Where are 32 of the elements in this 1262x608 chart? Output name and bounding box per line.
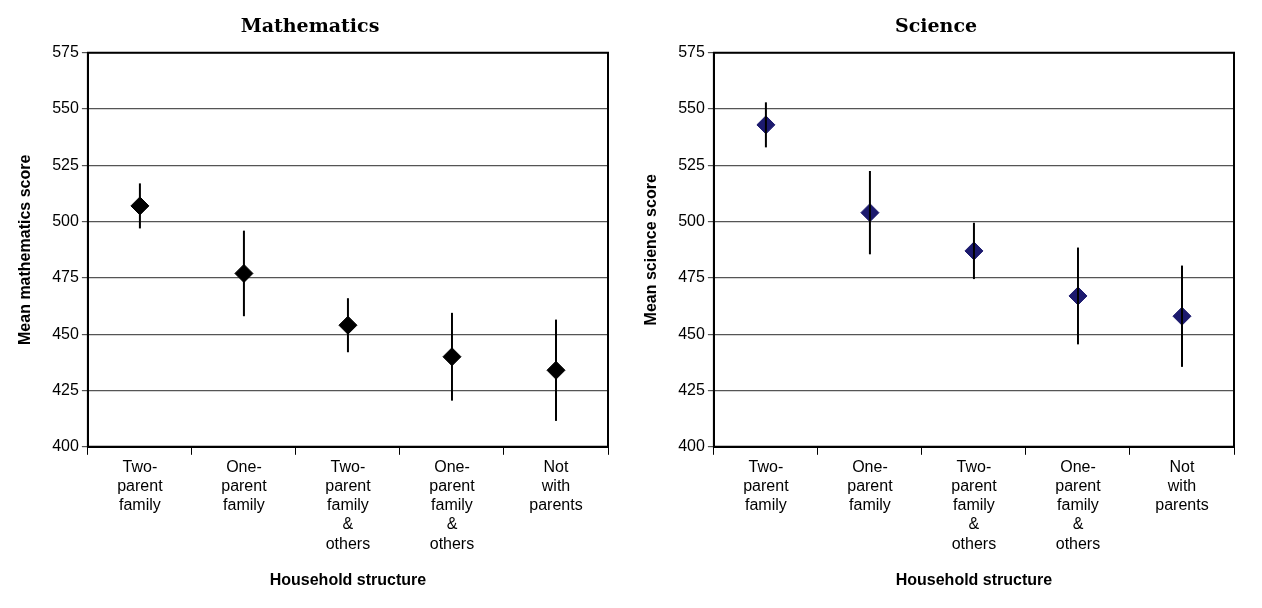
y-tick-label: 450 [678, 324, 705, 342]
x-tick-label: Not with parents [529, 457, 583, 514]
y-tick-label: 500 [678, 212, 705, 230]
y-tick-label: 450 [52, 324, 79, 342]
y-tick-label: 400 [52, 437, 79, 455]
x-tick-label: Two-parent family [117, 457, 164, 514]
y-tick-label: 500 [52, 212, 79, 230]
x-axis-title: Household structure [269, 570, 427, 588]
x-tick-label: One-parent family & others [1055, 457, 1102, 552]
x-tick-label: Two-parent family & others [951, 457, 998, 552]
chart-title: Science [894, 14, 978, 37]
y-tick-label: 575 [52, 43, 79, 61]
y-tick-label: 425 [678, 380, 705, 398]
y-tick-label: 475 [52, 268, 79, 286]
x-tick-label: One-parent family [847, 457, 894, 514]
y-tick-label: 575 [678, 43, 705, 61]
y-axis-title: Mean science score [642, 174, 660, 326]
y-tick-label: 400 [678, 437, 705, 455]
y-tick-label: 525 [678, 155, 705, 173]
x-tick-label: Not with parents [1155, 457, 1209, 514]
chart-title: Mathematics [240, 14, 380, 37]
y-tick-label: 550 [52, 99, 79, 117]
y-tick-label: 550 [678, 99, 705, 117]
y-tick-label: 475 [678, 268, 705, 286]
y-axis-title: Mean mathematics score [16, 154, 34, 345]
y-tick-label: 425 [52, 380, 79, 398]
x-tick-label: One-parent family & others [429, 457, 476, 552]
x-axis-title: Household structure [895, 570, 1053, 588]
y-tick-label: 525 [52, 155, 79, 173]
x-tick-label: One-parent family [221, 457, 268, 514]
x-tick-label: Two-parent family & others [325, 457, 372, 552]
x-tick-label: Two-parent family [743, 457, 790, 514]
